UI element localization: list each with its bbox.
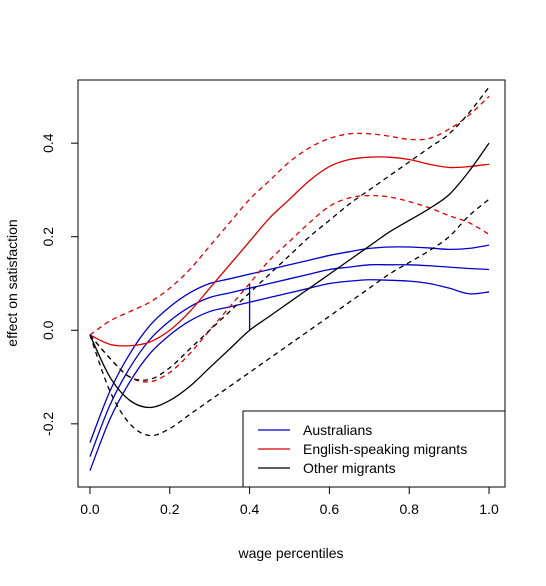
x-tick-label: 0.2 (160, 501, 180, 517)
legend: Australians English-speaking migrants Othe… (242, 410, 506, 488)
legend-label-english-speaking-migrants: English-speaking migrants (303, 441, 467, 457)
x-tick-label: 0.0 (80, 501, 100, 517)
series-line-english-speaking-migrants-estimate (89, 156, 490, 347)
series-line-other-migrants-upper (89, 86, 490, 381)
y-axis-label: effect on satisfaction (4, 219, 20, 346)
series-lines (89, 86, 490, 471)
legend-label-australians: Australians (303, 422, 372, 438)
y-axis: -0.2 0.0 0.2 0.4 (40, 133, 79, 436)
x-tick-label: 0.4 (240, 501, 260, 517)
series-line-other-migrants-estimate (89, 142, 490, 409)
series-line-australians-estimate (89, 263, 490, 457)
x-axis: 0.0 0.2 0.4 0.6 0.8 1.0 (80, 486, 499, 517)
legend-label-other-migrants: Other migrants (303, 460, 396, 476)
series-line-english-speaking-migrants-lower (89, 194, 490, 383)
series-line-other-migrants-lower (89, 198, 490, 437)
y-tick-label: 0.4 (40, 133, 56, 153)
series-line-australians-upper (89, 244, 490, 443)
y-tick-label: 0.2 (40, 227, 56, 247)
x-tick-label: 0.8 (399, 501, 419, 517)
series-line-australians-lower (89, 279, 490, 471)
x-tick-label: 0.6 (320, 501, 340, 517)
x-axis-label: wage percentiles (237, 545, 343, 561)
x-tick-label: 1.0 (479, 501, 499, 517)
series-line-english-speaking-migrants-upper (89, 95, 490, 336)
y-tick-label: -0.2 (40, 412, 56, 436)
y-tick-label: 0.0 (40, 320, 56, 340)
